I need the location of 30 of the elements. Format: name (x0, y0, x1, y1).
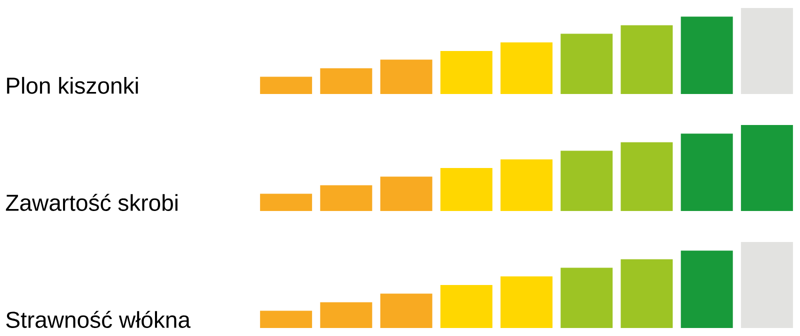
bar (740, 124, 793, 211)
bar (680, 16, 733, 94)
text: Strawność włókna (6, 310, 191, 328)
bar (620, 142, 673, 211)
bar (560, 150, 613, 211)
bar (260, 310, 312, 328)
bar (680, 250, 733, 328)
bar (740, 242, 793, 328)
bar (380, 176, 432, 211)
bar (500, 42, 553, 94)
bar (380, 60, 432, 94)
bar (680, 134, 733, 211)
bar (740, 8, 793, 94)
bar (500, 159, 553, 211)
text: Plon kiszonki (7, 76, 138, 94)
bar (320, 185, 372, 211)
bar (260, 194, 312, 211)
bar (320, 68, 372, 94)
bar (560, 34, 613, 94)
bar (320, 302, 372, 328)
text: Zawartość skrobi (6, 194, 178, 211)
bar (440, 168, 492, 211)
bar (620, 25, 673, 94)
bar (380, 294, 432, 328)
bar (260, 76, 312, 94)
bar (500, 276, 553, 328)
bar (560, 268, 613, 328)
bar (440, 50, 492, 94)
bar (620, 259, 673, 328)
bar (440, 285, 492, 328)
